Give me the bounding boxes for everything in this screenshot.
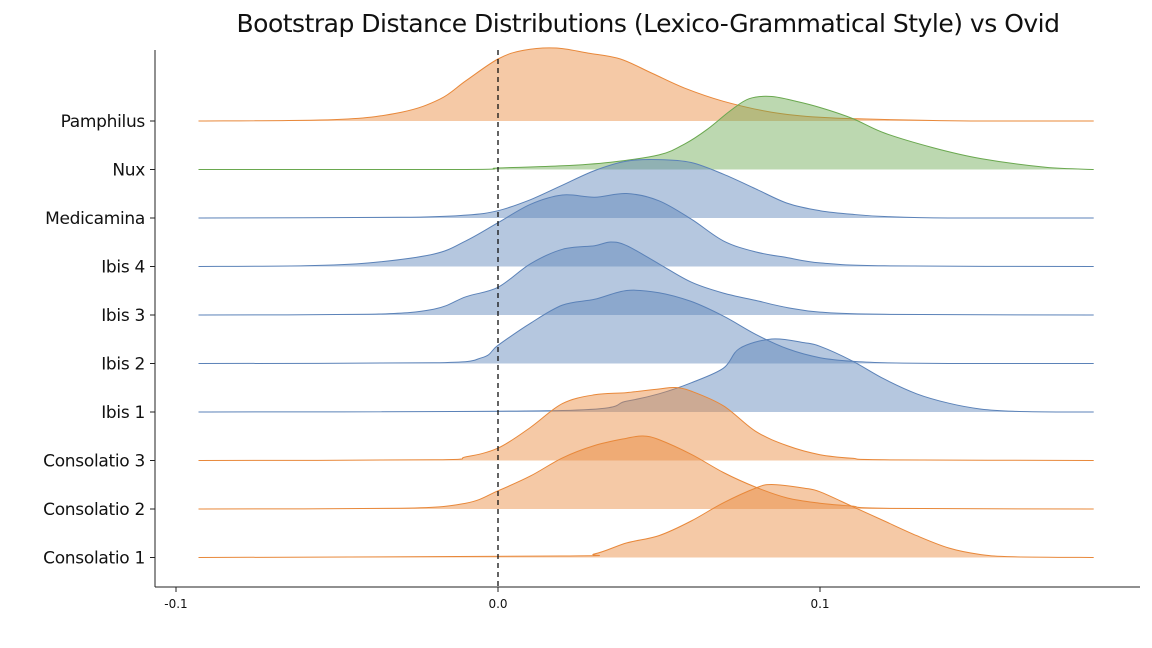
- ridge-line-consolatio-2: [198, 435, 1094, 510]
- ridge-area-ibis-3: [198, 242, 1094, 315]
- ridge-area-medicamina: [198, 159, 1094, 218]
- x-tick-label: 0.1: [810, 597, 829, 611]
- ridge-line-medicamina: [198, 158, 1094, 219]
- y-label-consolatio-1: Consolatio 1: [43, 549, 145, 569]
- ridge-line-ibis-4: [198, 192, 1094, 267]
- ridge-line-consolatio-1: [198, 483, 1094, 558]
- ridge-line-consolatio-3: [198, 386, 1094, 461]
- ridge-area-ibis-1: [198, 338, 1094, 412]
- ridge-area-nux: [198, 96, 1094, 170]
- y-axis-labels: Pamphilus Nux Medicamina Ibis 4 Ibis 3 Ibis 2…: [43, 112, 155, 569]
- ridges-group: [198, 47, 1094, 558]
- ridge-area-ibis-2: [198, 290, 1094, 364]
- ridge-area-consolatio-1: [198, 484, 1094, 558]
- y-label-nux: Nux: [112, 161, 145, 181]
- ridge-line-pamphilus: [198, 47, 1094, 122]
- ridge-area-consolatio-3: [198, 387, 1094, 461]
- y-label-ibis-2: Ibis 2: [101, 355, 145, 375]
- y-label-medicamina: Medicamina: [45, 209, 145, 229]
- ridge-area-ibis-4: [198, 193, 1094, 267]
- ridge-area-pamphilus: [198, 47, 1094, 121]
- ridge-line-nux: [198, 95, 1094, 170]
- ridge-area-consolatio-2: [198, 435, 1094, 509]
- x-tick-label: -0.1: [164, 597, 187, 611]
- y-label-consolatio-2: Consolatio 2: [43, 500, 145, 520]
- ridge-line-ibis-2: [198, 289, 1094, 365]
- chart-title: Bootstrap Distance Distributions (Lexico…: [237, 9, 1060, 38]
- y-label-ibis-1: Ibis 1: [101, 403, 145, 423]
- y-label-pamphilus: Pamphilus: [61, 112, 146, 132]
- x-axis-ticks: -0.1 0.0 0.1: [164, 587, 830, 611]
- y-label-ibis-3: Ibis 3: [101, 306, 145, 326]
- y-label-ibis-4: Ibis 4: [101, 258, 145, 278]
- x-tick-label: 0.0: [488, 597, 507, 611]
- ridge-line-ibis-3: [198, 241, 1094, 316]
- y-label-consolatio-3: Consolatio 3: [43, 452, 145, 472]
- ridge-line-ibis-1: [198, 338, 1094, 413]
